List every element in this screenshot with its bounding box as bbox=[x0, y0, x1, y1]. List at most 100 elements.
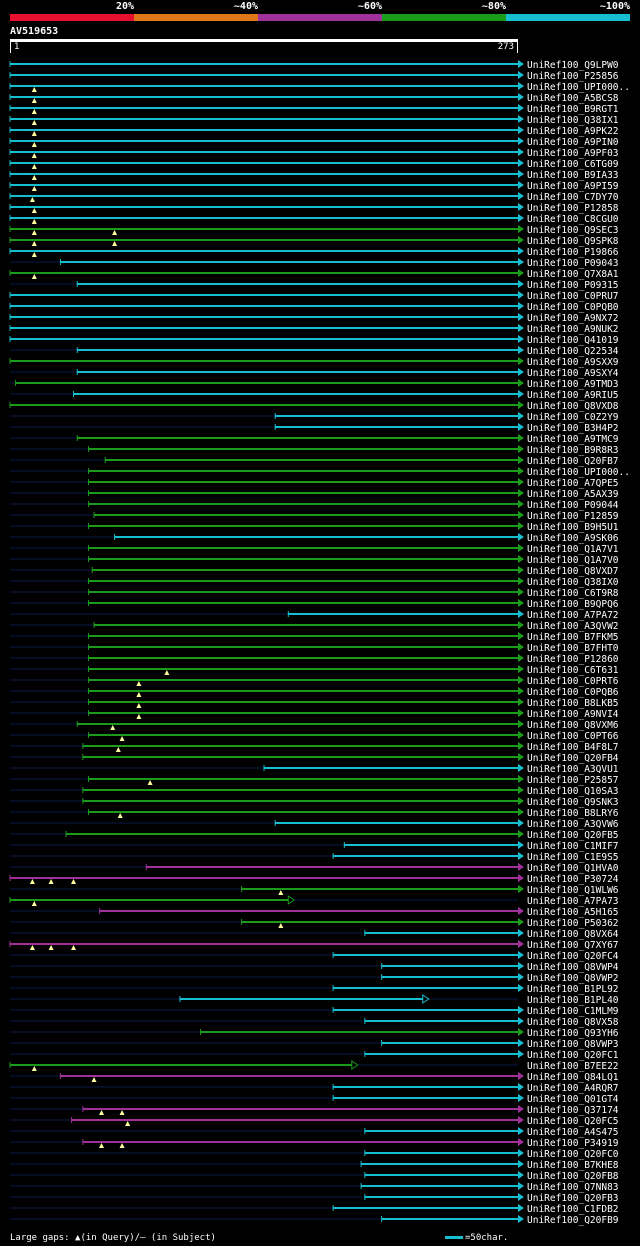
hit-end-arrow bbox=[518, 643, 524, 651]
gap-legend: Large gaps: ▲(in Query)/– (in Subject) bbox=[10, 1232, 216, 1244]
query-gap-marker bbox=[136, 681, 142, 686]
identity-legend: 20% ~40% ~60% ~80% ~100% bbox=[10, 0, 630, 22]
gap-legend-sep: / bbox=[134, 1233, 141, 1243]
hit-label: UniRef100_A3QVW2 bbox=[527, 621, 619, 632]
hit-label: UniRef100_A9PK22 bbox=[527, 126, 619, 137]
hit-end-arrow bbox=[518, 533, 524, 541]
query-gap-marker bbox=[31, 241, 37, 246]
hit-label: UniRef100_P09315 bbox=[527, 280, 619, 291]
hit-end-arrow bbox=[518, 291, 524, 299]
hit-end-arrow bbox=[518, 1006, 524, 1014]
legend-label: 20% bbox=[115, 1, 134, 12]
hit-end-arrow bbox=[518, 709, 524, 717]
hit-label: UniRef100_B3H4P2 bbox=[527, 423, 619, 434]
gap-legend-prefix: Large gaps: bbox=[10, 1233, 70, 1243]
gap-query-icon: ▲ bbox=[75, 1233, 81, 1243]
hit-label: UniRef100_A9TMC9 bbox=[527, 434, 619, 445]
hit-end-arrow bbox=[518, 599, 524, 607]
hit-label: UniRef100_Q20FC0 bbox=[527, 1149, 619, 1160]
legend-swatch bbox=[382, 14, 506, 21]
hit-end-arrow bbox=[518, 852, 524, 860]
hit-label: UniRef100_A7QPE5 bbox=[527, 478, 619, 489]
hit-label: UniRef100_P30724 bbox=[527, 874, 619, 885]
query-gap-marker bbox=[117, 813, 123, 818]
query-gap-marker bbox=[31, 901, 37, 906]
gap-legend-dash: – bbox=[140, 1233, 146, 1243]
hit-end-arrow bbox=[518, 1072, 524, 1080]
hit-end-arrow bbox=[518, 621, 524, 629]
query-gap-marker bbox=[31, 274, 37, 279]
query-gap-marker bbox=[31, 1066, 37, 1071]
hit-end-arrow bbox=[518, 929, 524, 937]
hit-label: UniRef100_C8CGU0 bbox=[527, 214, 619, 225]
query-gap-marker bbox=[136, 703, 142, 708]
hit-label: UniRef100_B9QPQ6 bbox=[527, 599, 619, 610]
query-gap-marker bbox=[31, 164, 37, 169]
hit-label: UniRef100_P19866 bbox=[527, 247, 619, 258]
hit-label: UniRef100_A5AX39 bbox=[527, 489, 619, 500]
hit-label: UniRef100_C0PRT6 bbox=[527, 676, 619, 687]
hit-label: UniRef100_B7FKM5 bbox=[527, 632, 619, 643]
hit-label: UniRef100_Q01GT4 bbox=[527, 1094, 619, 1105]
hit-label: UniRef100_A9PIN0 bbox=[527, 137, 619, 148]
hit-end-arrow bbox=[518, 742, 524, 750]
hit-end-arrow bbox=[518, 401, 524, 409]
hit-end-arrow bbox=[518, 544, 524, 552]
hit-label: UniRef100_B7EE22 bbox=[527, 1061, 619, 1072]
hit-end-arrow bbox=[518, 302, 524, 310]
hit-label: UniRef100_P25857 bbox=[527, 775, 619, 786]
query-gap-marker bbox=[110, 725, 116, 730]
hit-label: UniRef100_Q9LPW0 bbox=[527, 60, 619, 71]
hit-end-arrow bbox=[518, 60, 524, 68]
query-gap-marker bbox=[31, 219, 37, 224]
hit-end-arrow bbox=[518, 907, 524, 915]
hit-label: UniRef100_A9RIU5 bbox=[527, 390, 619, 401]
hit-end-arrow bbox=[518, 1127, 524, 1135]
query-gap-marker bbox=[112, 241, 118, 246]
hit-label: UniRef100_C1FDB2 bbox=[527, 1204, 619, 1215]
hit-end-arrow bbox=[518, 1149, 524, 1157]
query-gap-marker bbox=[31, 98, 37, 103]
hit-label: UniRef100_Q8VX64 bbox=[527, 929, 619, 940]
hit-label: UniRef100_B1PL92 bbox=[527, 984, 619, 995]
query-ruler-bar bbox=[11, 39, 517, 42]
legend-label: ~40% bbox=[233, 1, 258, 12]
hit-label: UniRef100_Q9SEC3 bbox=[527, 225, 619, 236]
hit-label: UniRef100_Q22534 bbox=[527, 346, 619, 357]
hit-end-arrow bbox=[518, 456, 524, 464]
hit-label: UniRef100_A9SXY4 bbox=[527, 368, 619, 379]
query-gap-marker bbox=[31, 175, 37, 180]
hit-label: UniRef100_Q20FC1 bbox=[527, 1050, 619, 1061]
hit-end-arrow bbox=[518, 236, 524, 244]
hit-label: UniRef100_Q20FB4 bbox=[527, 753, 619, 764]
hit-end-arrow bbox=[518, 1204, 524, 1212]
hit-label: UniRef100_Q8VWP4 bbox=[527, 962, 619, 973]
query-gap-marker bbox=[31, 109, 37, 114]
hit-label: UniRef100_Q20FB5 bbox=[527, 830, 619, 841]
query-gap-marker bbox=[99, 1110, 105, 1115]
hit-end-arrow bbox=[518, 379, 524, 387]
query-gap-marker bbox=[278, 923, 284, 928]
hit-label: UniRef100_Q8VWP3 bbox=[527, 1039, 619, 1050]
hit-end-arrow bbox=[518, 500, 524, 508]
hit-label: UniRef100_Q20FB8 bbox=[527, 1171, 619, 1182]
hit-end-arrow bbox=[518, 841, 524, 849]
hit-label: UniRef100_A9SK06 bbox=[527, 533, 619, 544]
query-ruler: 1 273 bbox=[10, 39, 518, 53]
hit-label: UniRef100_B7KHE8 bbox=[527, 1160, 619, 1171]
legend-label: ~60% bbox=[357, 1, 382, 12]
hit-label: UniRef100_P09044 bbox=[527, 500, 619, 511]
hit-end-arrow bbox=[518, 1182, 524, 1190]
query-gap-marker bbox=[31, 186, 37, 191]
hit-end-arrow bbox=[518, 225, 524, 233]
hit-label: UniRef100_P12859 bbox=[527, 511, 619, 522]
hit-label: UniRef100_A9PF03 bbox=[527, 148, 619, 159]
query-gap-marker bbox=[31, 208, 37, 213]
hit-end-arrow bbox=[518, 940, 524, 948]
hit-label: UniRef100_Q20FB7 bbox=[527, 456, 619, 467]
hit-end-arrow bbox=[518, 390, 524, 398]
hit-label: UniRef100_Q41019 bbox=[527, 335, 619, 346]
scale-legend: =50char. bbox=[445, 1232, 508, 1244]
ruler-start-label: 1 bbox=[14, 42, 20, 52]
query-gap-marker bbox=[48, 945, 54, 950]
